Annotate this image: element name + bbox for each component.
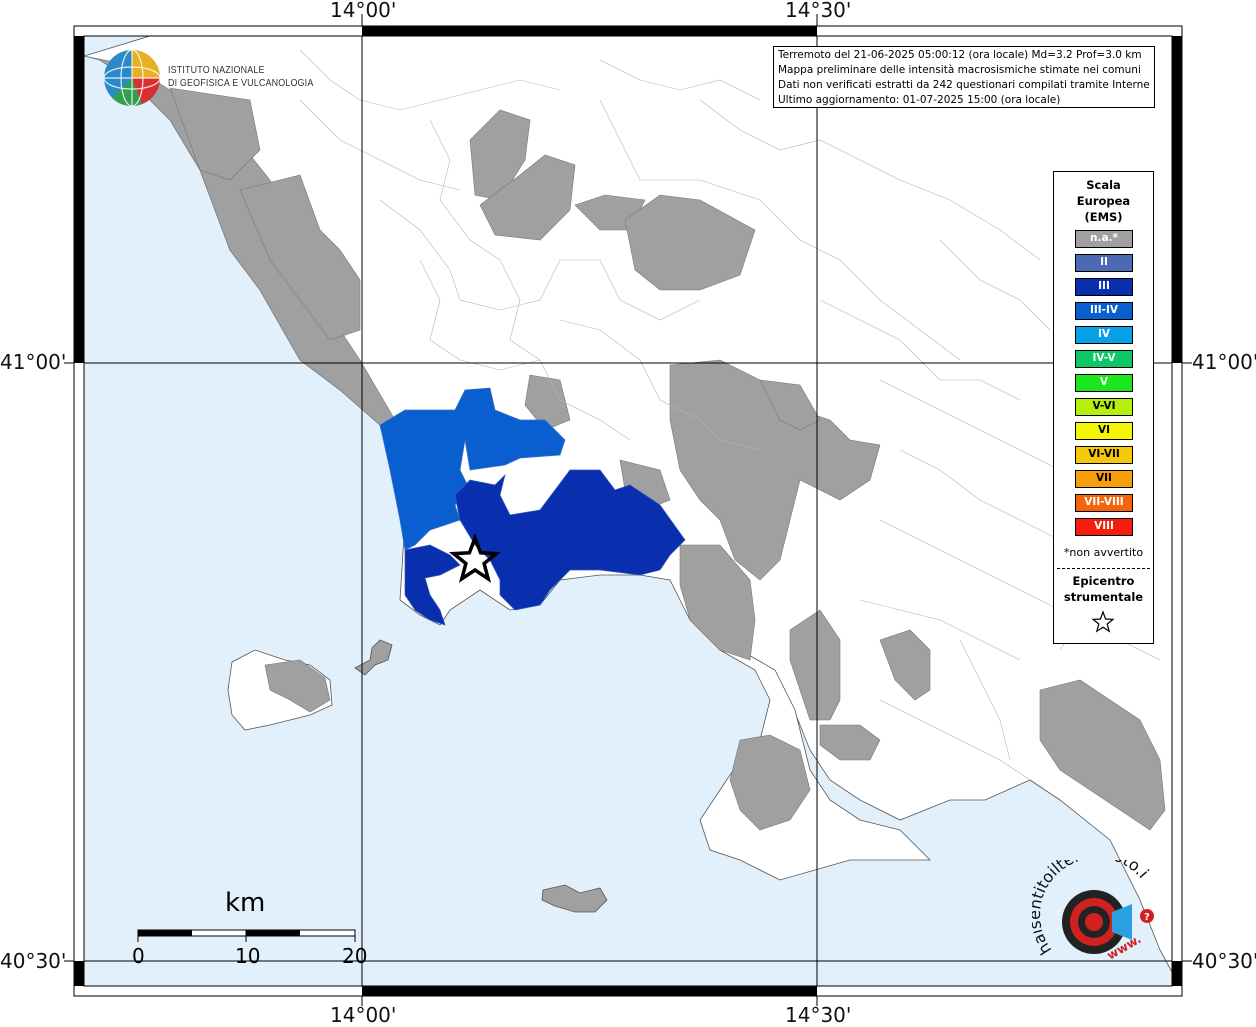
ems-legend: Scala Europea (EMS) n.a.* II III III-IV IV IV… bbox=[1053, 171, 1154, 644]
event-info-line4: Ultimo aggiornamento: 01-07-2025 15:00 (… bbox=[778, 94, 1061, 106]
scale-bar-unit: km bbox=[225, 888, 266, 918]
scale-bar-label-20: 20 bbox=[342, 944, 368, 968]
legend-swatch-iv-v: IV-V bbox=[1075, 350, 1133, 368]
legend-epicenter-label: Epicentro strumentale bbox=[1054, 573, 1153, 605]
legend-epicenter-line1: Epicentro bbox=[1072, 574, 1135, 588]
legend-swatch-iii-iv: III-IV bbox=[1075, 302, 1133, 320]
legend-swatch-vii: VII bbox=[1075, 470, 1133, 488]
scale-bar-label-0: 0 bbox=[132, 944, 145, 968]
event-info-line1: Terremoto del 21-06-2025 05:00:12 (ora l… bbox=[778, 49, 1142, 61]
frame-bands bbox=[74, 26, 1182, 996]
legend-note: *non avvertito bbox=[1063, 546, 1144, 559]
top-lon-label-14-30: 14°30' bbox=[785, 0, 852, 22]
legend-title-line2: Europea bbox=[1076, 194, 1131, 208]
event-info-line2: Mappa preliminare delle intensità macros… bbox=[778, 64, 1141, 76]
legend-swatch-iv: IV bbox=[1075, 326, 1133, 344]
legend-swatch-v-vi: V-VI bbox=[1075, 398, 1133, 416]
bottom-lon-label-14-00: 14°00' bbox=[330, 1003, 397, 1027]
capri-island bbox=[541, 884, 608, 913]
svg-text:?: ? bbox=[1144, 912, 1150, 923]
ischia-na-area bbox=[264, 659, 331, 713]
ingv-name-line2: DI GEOFISICA E VULCANOLOGIA bbox=[168, 77, 314, 89]
legend-swatch-n-a: n.a.* bbox=[1075, 230, 1133, 248]
intensity-area-III-IV bbox=[379, 387, 566, 551]
ingv-name: ISTITUTO NAZIONALE DI GEOFISICA E VULCAN… bbox=[168, 64, 313, 90]
legend-title-line1: Scala bbox=[1086, 178, 1121, 192]
scale-bar bbox=[137, 929, 356, 942]
haisentito-logo-icon: haisentitoilterremoto.it ? www. bbox=[1032, 860, 1154, 963]
ingv-name-line1: ISTITUTO NAZIONALE bbox=[168, 64, 265, 76]
legend-title-line3: (EMS) bbox=[1084, 210, 1123, 224]
event-info-line3: Dati non verificati estratti da 242 ques… bbox=[778, 79, 1150, 91]
bottom-lon-label-14-30: 14°30' bbox=[785, 1003, 852, 1027]
legend-swatch-ii: II bbox=[1075, 254, 1133, 272]
legend-swatch-vi: VI bbox=[1075, 422, 1133, 440]
legend-title: Scala Europea (EMS) bbox=[1054, 177, 1153, 225]
legend-swatch-v: V bbox=[1075, 374, 1133, 392]
legend-swatch-vii-viii: VII-VIII bbox=[1075, 494, 1133, 512]
intensity-area-III bbox=[454, 469, 686, 611]
procida-island bbox=[354, 639, 393, 676]
right-lat-label-40-30: 40°30' bbox=[1192, 949, 1256, 973]
not-available-areas bbox=[84, 55, 1166, 831]
intensity-area-III-west bbox=[404, 544, 461, 626]
left-lat-label-41-00: 41°00' bbox=[0, 350, 67, 374]
coordinate-grid bbox=[84, 36, 1172, 986]
right-lat-label-41-00: 41°00' bbox=[1192, 350, 1256, 374]
legend-swatch-viii: VIII bbox=[1075, 518, 1133, 536]
legend-star-icon bbox=[1091, 610, 1115, 633]
top-lon-label-14-00: 14°00' bbox=[330, 0, 397, 22]
legend-epicenter-line2: strumentale bbox=[1063, 590, 1144, 604]
ingv-globe-icon bbox=[103, 49, 161, 107]
scale-bar-label-10: 10 bbox=[235, 944, 261, 968]
legend-separator bbox=[1057, 568, 1150, 569]
legend-swatch-vi-vii: VI-VII bbox=[1075, 446, 1133, 464]
frame-ticks bbox=[64, 14, 1192, 1006]
epicenter-star bbox=[448, 533, 502, 583]
event-info-box: Terremoto del 21-06-2025 05:00:12 (ora l… bbox=[773, 46, 1155, 108]
legend-swatch-iii: III bbox=[1075, 278, 1133, 296]
left-lat-label-40-30: 40°30' bbox=[0, 949, 67, 973]
